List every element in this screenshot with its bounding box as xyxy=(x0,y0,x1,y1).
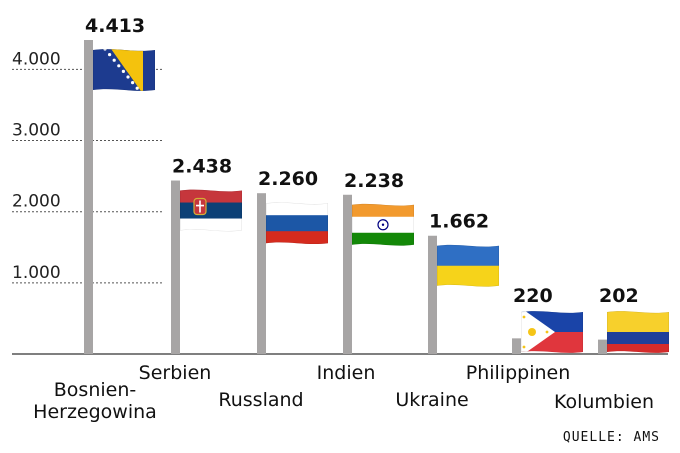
philippines-flag xyxy=(521,311,583,353)
bars: 4.413 2.438 2.260 2.238 1.662 220 202 xyxy=(84,15,669,354)
category-label: Serbien xyxy=(139,362,212,384)
bar-pole xyxy=(343,194,352,354)
y-axis-ticks: 1.000 2.000 3.000 4.000 xyxy=(12,49,61,282)
data-label: 2.438 xyxy=(172,156,232,178)
category-label: Indien xyxy=(317,362,376,384)
source-note: QUELLE: AMS xyxy=(563,430,660,445)
bar-pole xyxy=(171,180,180,354)
ukraine-flag xyxy=(437,244,499,287)
bar-pole xyxy=(428,235,437,354)
category-label: Ukraine xyxy=(395,389,468,411)
bar-pole xyxy=(512,338,521,354)
bar-indien: 2.238 xyxy=(343,170,414,354)
bar-bosnien-herzegowina: 4.413 xyxy=(84,15,155,354)
bar-pole xyxy=(257,193,266,354)
bar-kolumbien: 202 xyxy=(598,285,669,354)
data-label: 2.260 xyxy=(258,168,318,190)
y-tick-label: 1.000 xyxy=(12,263,61,283)
bar-pole xyxy=(598,339,607,354)
data-label: 2.238 xyxy=(344,170,404,192)
bosnia-herzegovina-flag xyxy=(93,49,155,91)
category-label: Kolumbien xyxy=(554,391,654,413)
russia-flag xyxy=(266,202,328,245)
category-labels: Bosnien-Herzegowina Serbien Russland Indien… xyxy=(33,362,654,423)
bar-philippinen: 220 xyxy=(512,285,583,354)
bar-serbien: 2.438 xyxy=(171,156,242,354)
data-label: 1.662 xyxy=(429,211,489,233)
y-tick-label: 3.000 xyxy=(12,121,61,141)
y-tick-label: 4.000 xyxy=(12,49,61,69)
data-label: 220 xyxy=(513,285,553,307)
category-label: Bosnien- xyxy=(54,379,136,401)
y-tick-label: 2.000 xyxy=(12,192,61,212)
bar-ukraine: 1.662 xyxy=(428,211,499,354)
bar-pole xyxy=(84,40,93,354)
category-label: Herzegowina xyxy=(33,401,157,423)
data-label: 4.413 xyxy=(85,15,145,37)
serbia-flag xyxy=(180,189,242,232)
category-label: Philippinen xyxy=(466,362,571,384)
india-flag xyxy=(352,203,414,246)
colombia-flag xyxy=(607,311,669,353)
category-label: Russland xyxy=(218,389,303,411)
bar-russland: 2.260 xyxy=(257,168,328,354)
data-label: 202 xyxy=(599,285,639,307)
